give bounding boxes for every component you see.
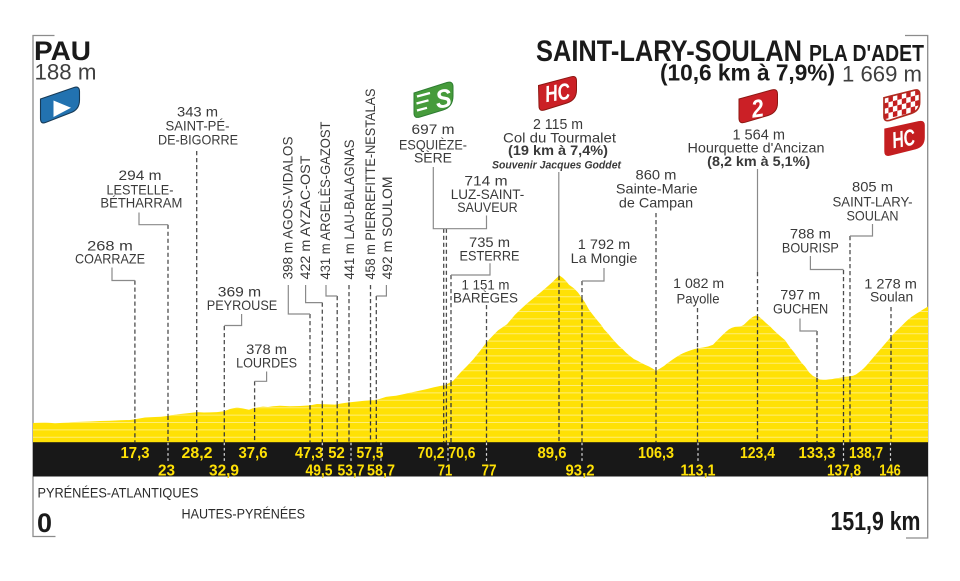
svg-text:1 792 m: 1 792 m [578,237,630,252]
svg-text:LUZ-SAINT-: LUZ-SAINT- [451,187,525,202]
svg-text:70,6: 70,6 [449,445,476,462]
svg-text:1 278 m: 1 278 m [864,277,917,292]
svg-text:797 m: 797 m [780,288,820,303]
svg-text:47,3: 47,3 [295,445,323,462]
svg-text:378 m: 378 m [246,342,287,357]
svg-text:422 m AYZAC-OST: 422 m AYZAC-OST [298,155,313,280]
svg-text:PAU: PAU [34,36,91,66]
svg-text:SOULAN: SOULAN [847,209,899,224]
svg-text:COARRAZE: COARRAZE [75,252,145,267]
svg-text:714 m: 714 m [464,174,507,189]
svg-text:369 m: 369 m [218,285,261,300]
svg-text:89,6: 89,6 [538,445,567,462]
svg-text:788 m: 788 m [790,227,831,242]
svg-text:188 m: 188 m [35,59,97,84]
svg-text:BARÈGES: BARÈGES [453,290,518,306]
svg-text:Sainte-Marie: Sainte-Marie [616,182,698,197]
svg-text:LESTELLE-: LESTELLE- [107,183,174,198]
svg-text:106,3: 106,3 [638,445,674,462]
svg-text:DE-BIGORRE: DE-BIGORRE [158,133,238,148]
svg-text:S: S [433,82,454,114]
svg-text:58,7: 58,7 [367,462,395,479]
svg-text:398 m AGOS-VIDALOS: 398 m AGOS-VIDALOS [281,137,296,280]
svg-text:431 m ARGELÈS-GAZOST: 431 m ARGELÈS-GAZOST [317,121,333,280]
svg-text:37,6: 37,6 [239,445,268,462]
svg-text:BOURISP: BOURISP [782,241,839,256]
svg-text:133,3: 133,3 [799,445,836,462]
svg-text:77: 77 [482,462,497,479]
svg-text:HC: HC [890,124,917,153]
svg-text:441 m LAU-BALAGNAS: 441 m LAU-BALAGNAS [342,140,357,280]
svg-text:HC: HC [543,78,572,107]
svg-text:49,5: 49,5 [306,462,333,479]
svg-text:LOURDES: LOURDES [236,356,297,371]
svg-text:28,2: 28,2 [182,445,213,462]
svg-text:860 m: 860 m [636,168,677,183]
svg-text:138,7: 138,7 [849,445,883,462]
svg-text:458 m PIERREFITTE-NESTALAS: 458 m PIERREFITTE-NESTALAS [363,89,378,280]
svg-text:BÉTHARRAM: BÉTHARRAM [100,195,182,211]
svg-text:PEYROUSE: PEYROUSE [207,298,278,313]
svg-text:137,8: 137,8 [827,462,861,479]
svg-text:Col du Tourmalet: Col du Tourmalet [503,131,616,146]
svg-text:SAINT-PÉ-: SAINT-PÉ- [166,118,230,134]
svg-text:123,4: 123,4 [740,445,775,462]
svg-text:de Campan: de Campan [619,196,693,211]
svg-text:93,2: 93,2 [566,462,595,479]
svg-text:492 m SOULOM: 492 m SOULOM [380,177,395,280]
svg-text:HAUTES-PYRÉNÉES: HAUTES-PYRÉNÉES [182,506,306,522]
svg-text:343 m: 343 m [177,105,218,120]
svg-text:70,2: 70,2 [418,445,445,462]
svg-text:SÈRE: SÈRE [414,150,452,166]
svg-text:1 151 m: 1 151 m [462,278,510,293]
svg-text:23: 23 [158,462,175,479]
svg-text:71: 71 [438,462,453,479]
svg-text:(8,2 km à 5,1%): (8,2 km à 5,1%) [707,154,810,169]
svg-text:SAINT-LARY-SOULAN: SAINT-LARY-SOULAN [536,35,802,68]
svg-text:697 m: 697 m [412,122,455,137]
svg-text:Soulan: Soulan [870,290,913,305]
svg-text:(19 km à 7,4%): (19 km à 7,4%) [508,143,608,158]
svg-text:1 669 m: 1 669 m [842,62,922,87]
svg-text:0: 0 [37,508,52,538]
svg-text:53,7: 53,7 [338,462,365,479]
svg-text:735 m: 735 m [469,235,510,250]
svg-text:PYRÉNÉES-ATLANTIQUES: PYRÉNÉES-ATLANTIQUES [38,485,199,501]
svg-text:Hourquette d'Ancizan: Hourquette d'Ancizan [688,141,825,156]
svg-text:ESQUIÈZE-: ESQUIÈZE- [399,137,467,153]
svg-text:Payolle: Payolle [677,292,720,307]
svg-text:PLA D'ADET: PLA D'ADET [809,40,924,66]
svg-text:1 082 m: 1 082 m [673,276,724,291]
svg-text:32,9: 32,9 [209,462,239,479]
svg-text:GUCHEN: GUCHEN [773,302,828,317]
svg-text:(10,6 km à 7,9%): (10,6 km à 7,9%) [660,60,835,86]
svg-text:57,5: 57,5 [357,445,384,462]
svg-text:268 m: 268 m [87,239,133,254]
svg-text:146: 146 [879,462,901,479]
svg-text:Souvenir Jacques Goddet: Souvenir Jacques Goddet [492,160,622,172]
svg-text:ESTERRE: ESTERRE [460,249,520,264]
svg-text:2: 2 [749,94,766,124]
svg-text:17,3: 17,3 [121,445,150,462]
svg-text:1 564 m: 1 564 m [732,127,785,144]
svg-text:SAINT-LARY-: SAINT-LARY- [833,195,913,210]
svg-text:SAUVEUR: SAUVEUR [457,200,517,215]
svg-text:113,1: 113,1 [681,462,716,479]
svg-text:2 115 m: 2 115 m [533,116,583,133]
svg-text:La Mongie: La Mongie [571,251,638,266]
svg-text:52: 52 [328,445,345,462]
svg-text:805 m: 805 m [852,180,893,195]
svg-text:151,9 km: 151,9 km [831,508,921,536]
svg-text:294 m: 294 m [119,168,162,183]
